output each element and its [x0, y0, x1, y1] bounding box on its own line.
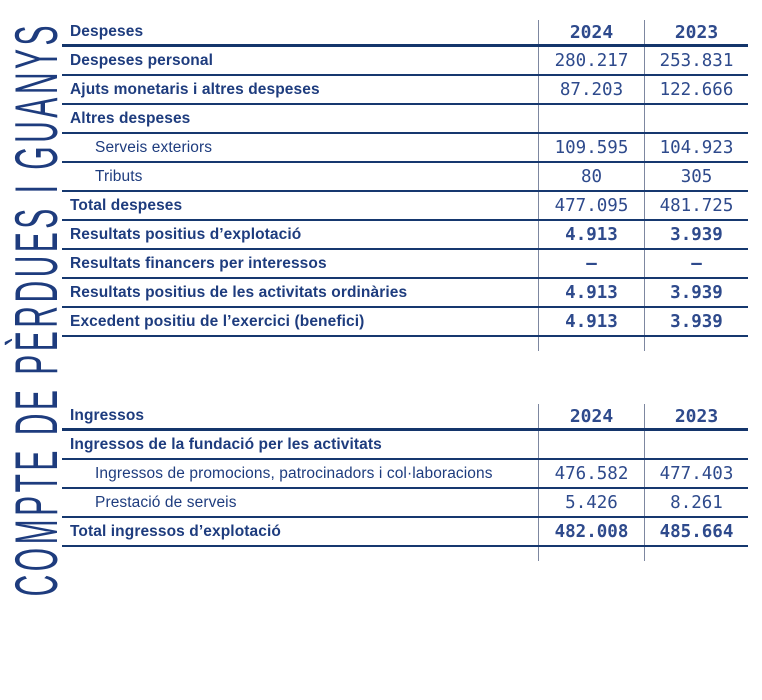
column-rule-extension	[62, 547, 748, 561]
value-2023: –	[644, 250, 748, 277]
value-2024: –	[538, 250, 644, 277]
table-row: Total ingressos d’explotació 482.008 485.6…	[62, 518, 748, 547]
table-row: Ingressos de promocions, patrocinadors i…	[62, 460, 748, 489]
value-2024: 109.595	[538, 134, 644, 161]
table-row: Prestació de serveis 5.426 8.261	[62, 489, 748, 518]
row-label: Tributs	[95, 167, 143, 185]
spacer	[62, 337, 538, 351]
table-row: Resultats financers per interessos – –	[62, 250, 748, 279]
value-2024: 80	[538, 163, 644, 190]
table-header-title: Despeses	[70, 23, 144, 40]
table-ingressos-header: Ingressos 2024 2023	[62, 404, 748, 431]
table-row: Resultats positius de les activitats ord…	[62, 279, 748, 308]
row-label: Excedent positiu de l’exercici (benefici…	[70, 312, 365, 330]
row-label: Ingressos de promocions, patrocinadors i…	[95, 464, 493, 482]
row-label: Ajuts monetaris i altres despeses	[70, 80, 320, 98]
table-row: Despeses personal 280.217 253.831	[62, 47, 748, 76]
table-row: Ajuts monetaris i altres despeses 87.203 1…	[62, 76, 748, 105]
table-ingressos-body: Ingressos de la fundació per les activit…	[62, 431, 748, 547]
column-rule-extension	[62, 337, 748, 351]
value-2024: 87.203	[538, 76, 644, 103]
row-label: Resultats financers per interessos	[70, 254, 327, 272]
col-header-2023: 2023	[644, 404, 748, 428]
table-row: Serveis exteriors 109.595 104.923	[62, 134, 748, 163]
value-2023: 3.939	[644, 308, 748, 335]
value-2023: 3.939	[644, 279, 748, 306]
spacer	[644, 547, 748, 561]
table-row: Resultats positius d’explotació 4.913 3.93…	[62, 221, 748, 250]
col-header-2024: 2024	[538, 20, 644, 44]
spacer	[62, 547, 538, 561]
table-row: Total despeses 477.095 481.725	[62, 192, 748, 221]
value-2024: 280.217	[538, 47, 644, 74]
value-2024: 4.913	[538, 279, 644, 306]
table-row: Excedent positiu de l’exercici (benefici…	[62, 308, 748, 337]
table-row: Tributs 80 305	[62, 163, 748, 192]
vertical-page-title: COMPTE DE PÈRDUES I GUANYS	[3, 22, 70, 596]
table-despeses-header: Despeses 2024 2023	[62, 20, 748, 47]
spacer	[538, 547, 644, 561]
value-2023: 481.725	[644, 192, 748, 219]
row-label: Despeses personal	[70, 51, 213, 69]
table-row: Altres despeses	[62, 105, 748, 134]
row-label: Total ingressos d’explotació	[70, 522, 281, 540]
table-ingressos: Ingressos 2024 2023 Ingressos de la fund…	[62, 404, 748, 561]
value-2024: 4.913	[538, 221, 644, 248]
col-header-2023: 2023	[644, 20, 748, 44]
row-label: Altres despeses	[70, 109, 191, 127]
value-2024: 5.426	[538, 489, 644, 516]
value-2024	[538, 431, 644, 458]
row-label: Total despeses	[70, 196, 183, 214]
table-despeses-body: Despeses personal 280.217 253.831 Ajuts mon…	[62, 47, 748, 337]
spacer	[538, 337, 644, 351]
row-label: Serveis exteriors	[95, 138, 213, 156]
spacer	[644, 337, 748, 351]
value-2023: 122.666	[644, 76, 748, 103]
table-row: Ingressos de la fundació per les activit…	[62, 431, 748, 460]
value-2024	[538, 105, 644, 132]
value-2023: 104.923	[644, 134, 748, 161]
value-2023: 253.831	[644, 47, 748, 74]
row-label: Resultats positius de les activitats ord…	[70, 283, 408, 301]
value-2024: 477.095	[538, 192, 644, 219]
value-2023: 305	[644, 163, 748, 190]
value-2024: 4.913	[538, 308, 644, 335]
value-2024: 476.582	[538, 460, 644, 487]
value-2023: 8.261	[644, 489, 748, 516]
value-2023: 3.939	[644, 221, 748, 248]
value-2023: 485.664	[644, 518, 748, 545]
row-label: Resultats positius d’explotació	[70, 225, 302, 243]
row-label: Prestació de serveis	[95, 493, 237, 511]
value-2023	[644, 105, 748, 132]
value-2023	[644, 431, 748, 458]
table-despeses: Despeses 2024 2023 Despeses personal 280.…	[62, 20, 748, 351]
page-title-text: COMPTE DE PÈRDUES I GUANYS	[3, 22, 70, 597]
col-header-2024: 2024	[538, 404, 644, 428]
table-header-title: Ingressos	[70, 407, 145, 424]
value-2024: 482.008	[538, 518, 644, 545]
row-label: Ingressos de la fundació per les activit…	[70, 435, 382, 453]
value-2023: 477.403	[644, 460, 748, 487]
